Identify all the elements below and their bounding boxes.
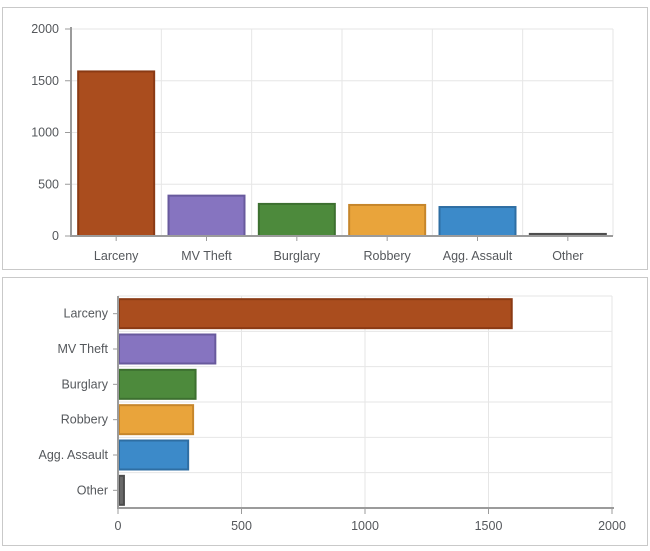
bar-robbery[interactable]	[348, 203, 427, 237]
category-label: Burglary	[61, 377, 108, 391]
vertical-bar-chart: 0 500 1000 1500 2000 Larceny MV Theft Burglary R…	[31, 22, 614, 263]
value-tick-label: 1000	[351, 519, 379, 533]
category-label: Other	[552, 249, 583, 263]
bar-agg-assault[interactable]	[438, 206, 517, 238]
horizontal-bar-chart: 0 500 1000 1500 2000 Larceny MV Theft Burglary R…	[39, 295, 626, 533]
category-label: MV Theft	[58, 342, 109, 356]
category-label: MV Theft	[181, 249, 232, 263]
value-tick-label: 0	[52, 229, 59, 243]
bar-other[interactable]	[118, 474, 125, 506]
value-tick-label: 500	[38, 177, 59, 191]
value-tick-label: 2000	[31, 22, 59, 36]
value-tick-label: 1500	[31, 74, 59, 88]
bar-robbery[interactable]	[118, 404, 195, 436]
horizontal-bar-chart-panel: 0 500 1000 1500 2000 Larceny MV Theft Burglary R…	[2, 277, 648, 546]
bar-mv-theft[interactable]	[167, 194, 246, 237]
bar-larceny[interactable]	[77, 70, 156, 238]
bar-agg-assault[interactable]	[118, 439, 190, 471]
vertical-bar-chart-panel: 0 500 1000 1500 2000 Larceny MV Theft Burglary R…	[2, 7, 648, 270]
bar-larceny[interactable]	[118, 298, 513, 330]
value-tick-label: 1500	[475, 519, 503, 533]
bar-mv-theft[interactable]	[118, 333, 217, 365]
category-label: Agg. Assault	[39, 448, 109, 462]
value-tick-label: 1000	[31, 126, 59, 140]
category-label: Larceny	[64, 307, 109, 321]
category-label: Larceny	[94, 249, 139, 263]
category-label: Robbery	[61, 413, 109, 427]
category-label: Other	[77, 483, 108, 497]
category-label: Robbery	[364, 249, 412, 263]
value-tick-label: 2000	[598, 519, 626, 533]
bar-burglary[interactable]	[118, 368, 197, 400]
category-label: Burglary	[274, 249, 321, 263]
bar-burglary[interactable]	[257, 202, 336, 237]
value-tick-label: 0	[115, 519, 122, 533]
category-label: Agg. Assault	[443, 249, 513, 263]
value-tick-label: 500	[231, 519, 252, 533]
